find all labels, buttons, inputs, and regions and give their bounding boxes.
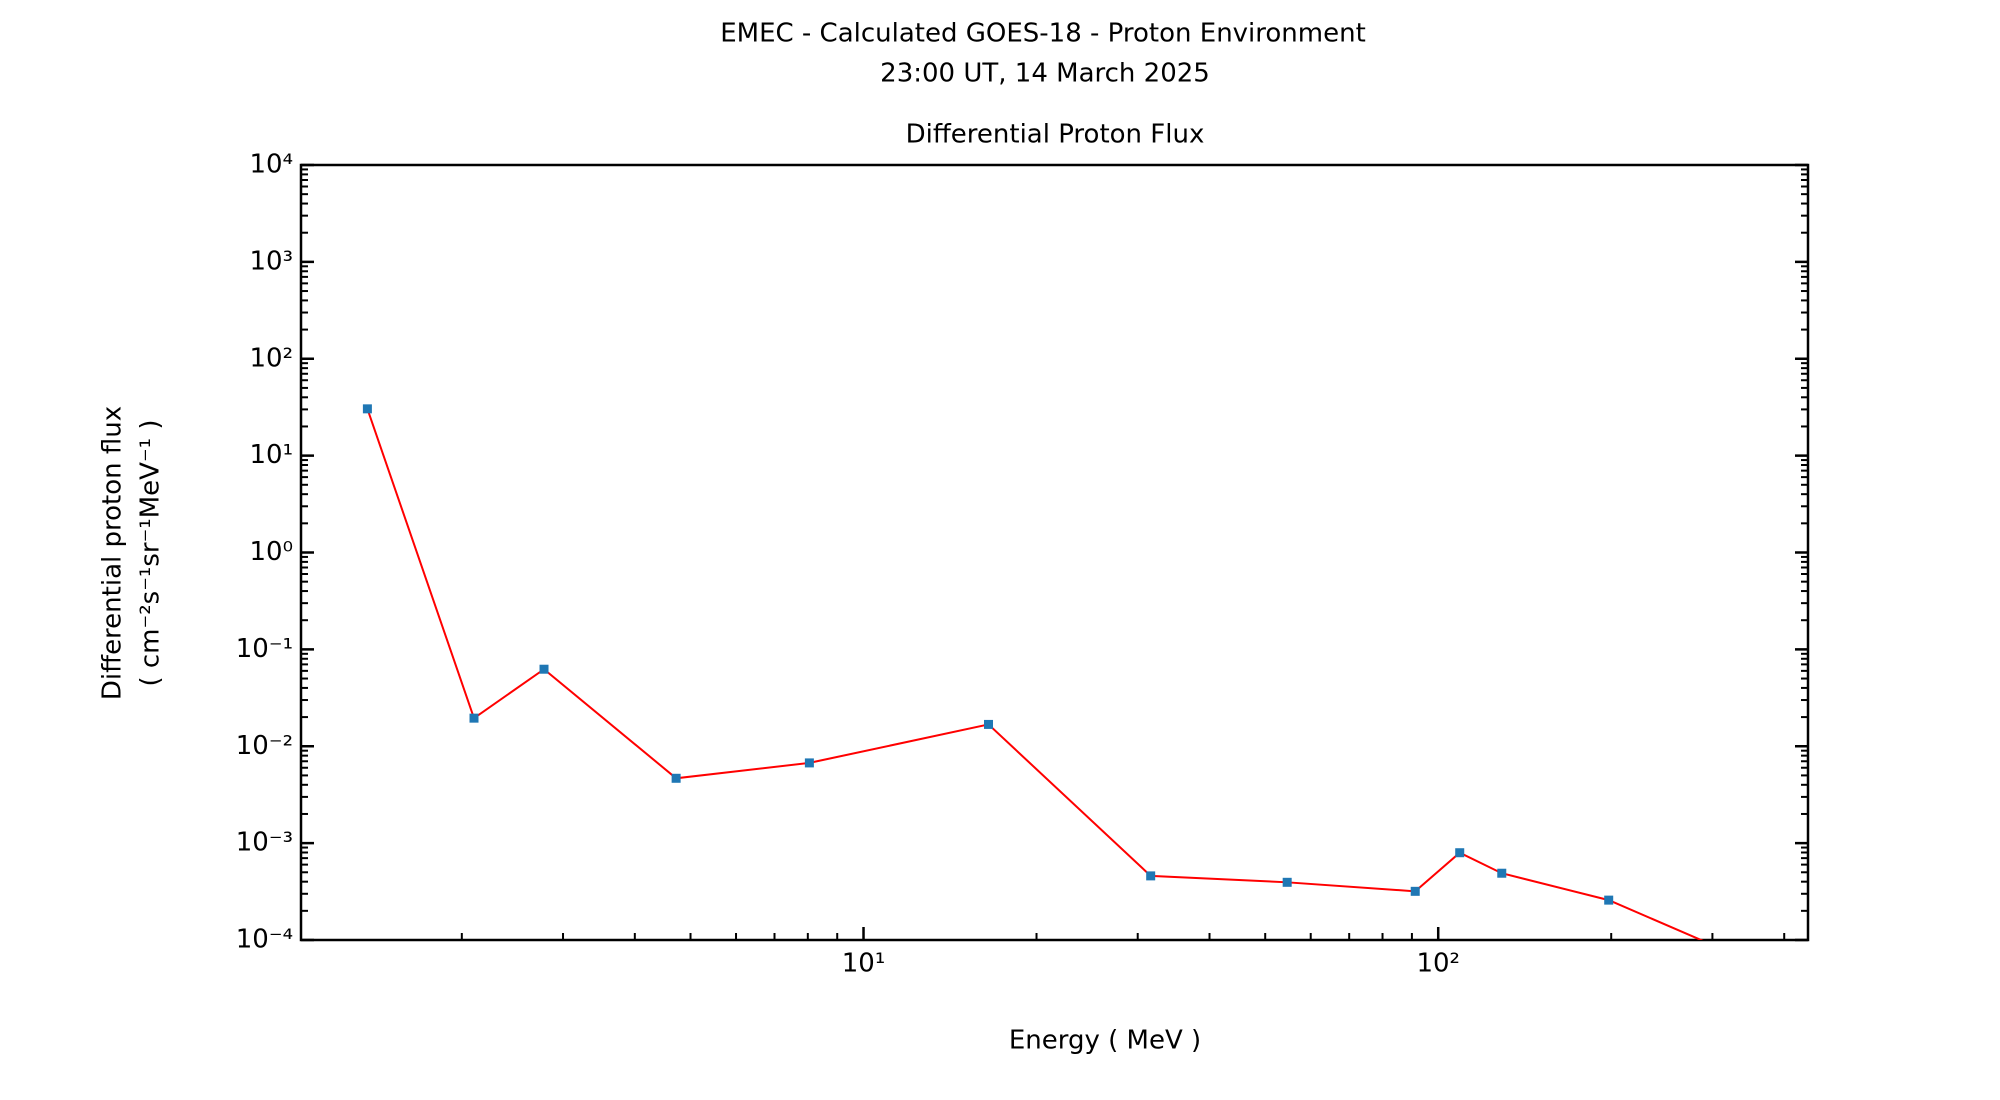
data-point: [1604, 895, 1614, 905]
y-tick-label: 10⁰: [249, 537, 293, 567]
y-tick-label: 10⁴: [249, 150, 293, 180]
data-point: [1146, 871, 1156, 881]
y-tick-label: 10⁻²: [236, 731, 293, 761]
x-tick-label: 10¹: [842, 949, 886, 979]
x-axis-label: Energy ( MeV ): [1009, 1026, 1201, 1056]
plot-title: Differential Proton Flux: [906, 120, 1205, 150]
plot-area: [362, 404, 1717, 949]
x-tick-label: 10²: [1416, 949, 1460, 979]
y-tick-label: 10⁻⁴: [236, 925, 293, 955]
data-point: [1455, 848, 1465, 858]
data-point: [1497, 868, 1507, 878]
data-point: [1282, 877, 1292, 887]
data-point: [362, 404, 372, 414]
chart-subtitle: 23:00 UT, 14 March 2025: [880, 59, 1210, 89]
data-point: [539, 664, 549, 674]
data-point: [804, 758, 814, 768]
data-line: [366, 408, 1704, 940]
chart-title: EMEC - Calculated GOES-18 - Proton Envir…: [720, 19, 1366, 49]
data-point: [1410, 886, 1420, 896]
data-point: [671, 773, 681, 783]
y-tick-label: 10¹: [249, 440, 293, 470]
y-tick-label: 10⁻¹: [236, 634, 293, 664]
y-tick-label: 10²: [249, 343, 293, 373]
y-axis-label: ( cm⁻²s⁻¹sr⁻¹MeV⁻¹ ): [136, 419, 166, 686]
plot-frame: [299, 163, 1810, 942]
y-tick-label: 10³: [249, 246, 293, 276]
y-tick-label: 10⁻³: [236, 828, 293, 858]
data-point: [984, 719, 994, 729]
data-point: [1708, 940, 1717, 949]
data-point: [469, 713, 479, 723]
y-axis-label: Differential proton flux: [98, 406, 128, 700]
